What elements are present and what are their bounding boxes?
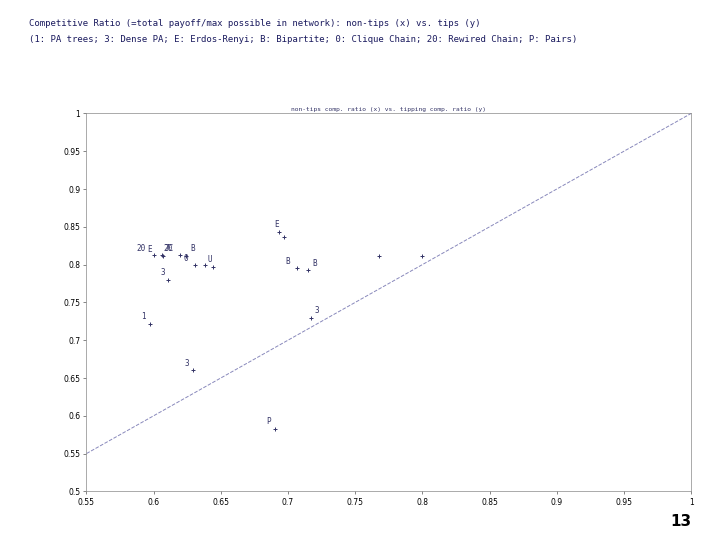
Text: 1: 1 bbox=[142, 312, 146, 321]
Text: 0: 0 bbox=[183, 254, 188, 263]
Text: non-tips comp. ratio (x) vs. tipping comp. ratio (y): non-tips comp. ratio (x) vs. tipping com… bbox=[292, 106, 486, 112]
Text: U: U bbox=[207, 255, 212, 264]
Text: (1: PA trees; 3: Dense PA; E: Erdos-Renyi; B: Bipartite; 0: Clique Chain; 20: Re: (1: PA trees; 3: Dense PA; E: Erdos-Reny… bbox=[29, 35, 577, 44]
Text: 7C: 7C bbox=[164, 244, 174, 253]
Text: B: B bbox=[312, 259, 317, 268]
Text: E: E bbox=[147, 245, 151, 254]
Text: 3: 3 bbox=[315, 306, 320, 315]
Text: Competitive Ratio (=total payoff/max possible in network): non-tips (x) vs. tips: Competitive Ratio (=total payoff/max pos… bbox=[29, 19, 480, 28]
Text: 13: 13 bbox=[670, 514, 691, 529]
Text: 3: 3 bbox=[161, 268, 165, 278]
Text: 20: 20 bbox=[163, 244, 172, 253]
Text: B: B bbox=[190, 244, 194, 253]
Text: P: P bbox=[266, 417, 271, 427]
Text: 20: 20 bbox=[136, 244, 145, 253]
Text: E: E bbox=[274, 220, 279, 229]
Text: 3: 3 bbox=[184, 359, 189, 368]
Text: B: B bbox=[285, 257, 290, 266]
